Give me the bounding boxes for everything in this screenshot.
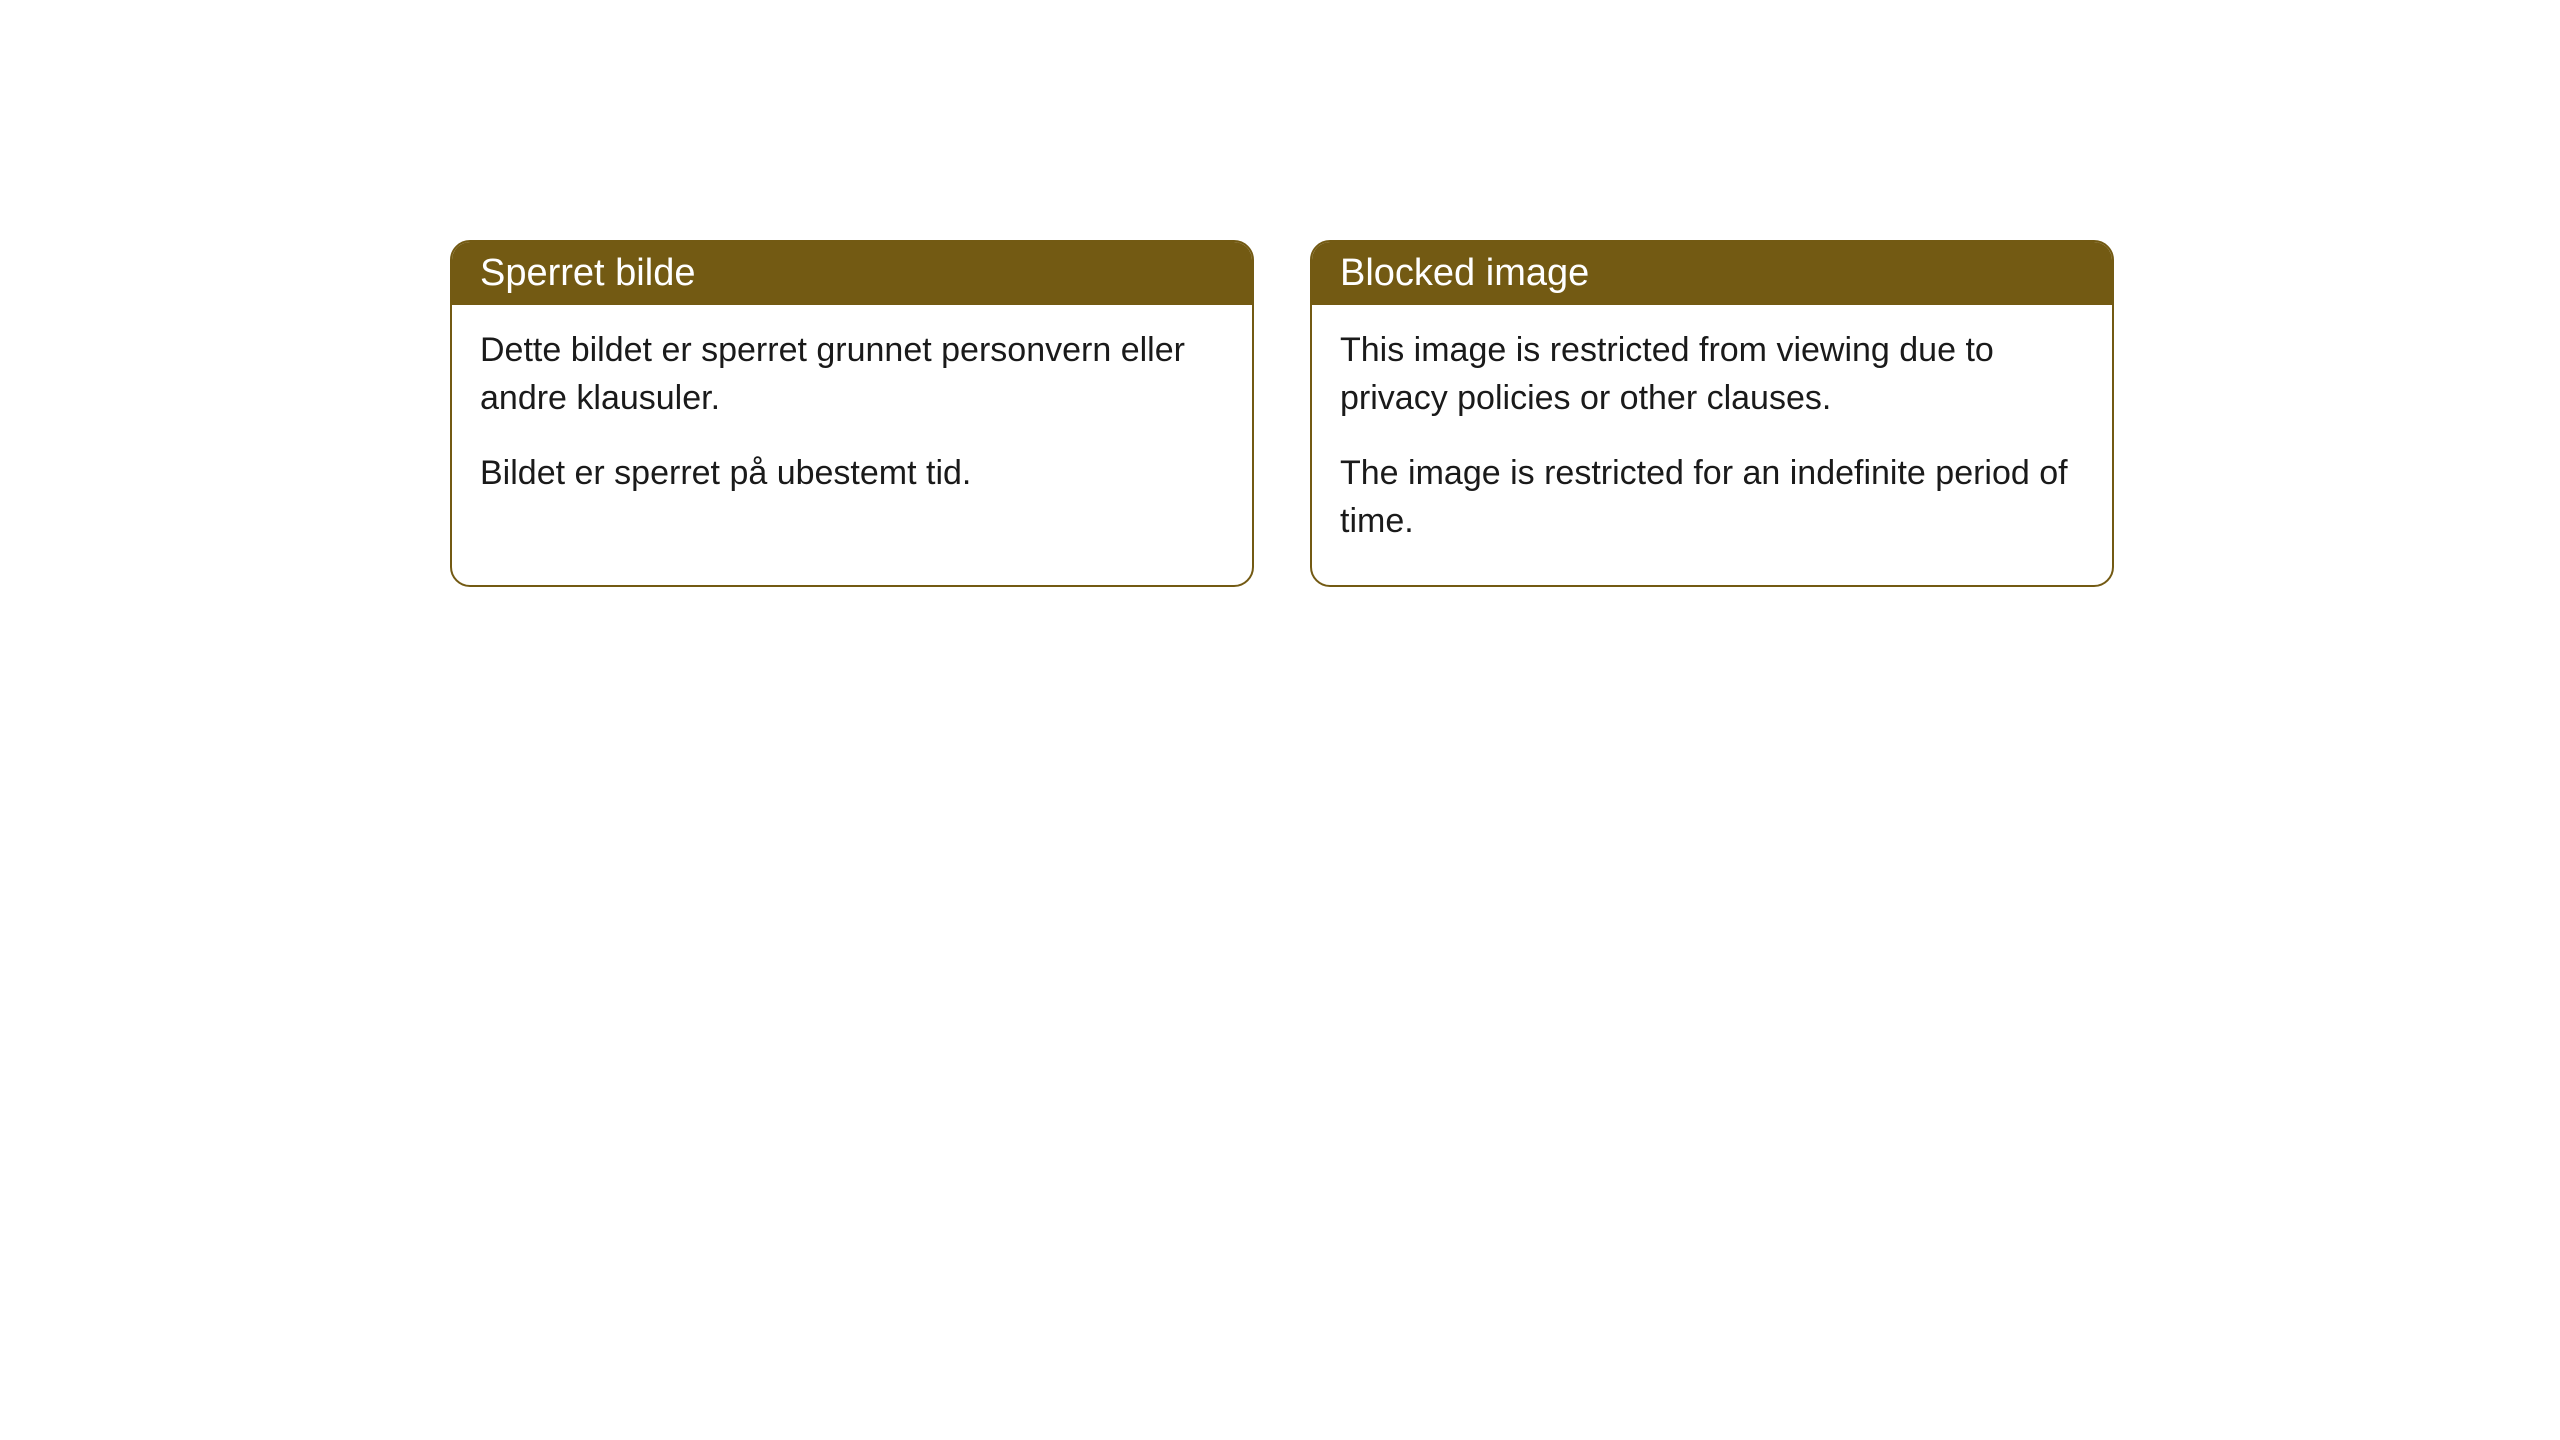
card-paragraph-1: This image is restricted from viewing du… <box>1340 327 2084 422</box>
card-title: Blocked image <box>1340 252 1589 294</box>
blocked-image-card-norwegian: Sperret bilde Dette bildet er sperret gr… <box>450 240 1254 587</box>
blocked-image-card-english: Blocked image This image is restricted f… <box>1310 240 2114 587</box>
card-header: Sperret bilde <box>452 242 1252 305</box>
card-body: Dette bildet er sperret grunnet personve… <box>452 305 1252 538</box>
card-body: This image is restricted from viewing du… <box>1312 305 2112 585</box>
card-header: Blocked image <box>1312 242 2112 305</box>
card-paragraph-1: Dette bildet er sperret grunnet personve… <box>480 327 1224 422</box>
card-title: Sperret bilde <box>480 252 695 294</box>
cards-container: Sperret bilde Dette bildet er sperret gr… <box>0 0 2560 587</box>
card-paragraph-2: Bildet er sperret på ubestemt tid. <box>480 450 1224 498</box>
card-paragraph-2: The image is restricted for an indefinit… <box>1340 450 2084 545</box>
